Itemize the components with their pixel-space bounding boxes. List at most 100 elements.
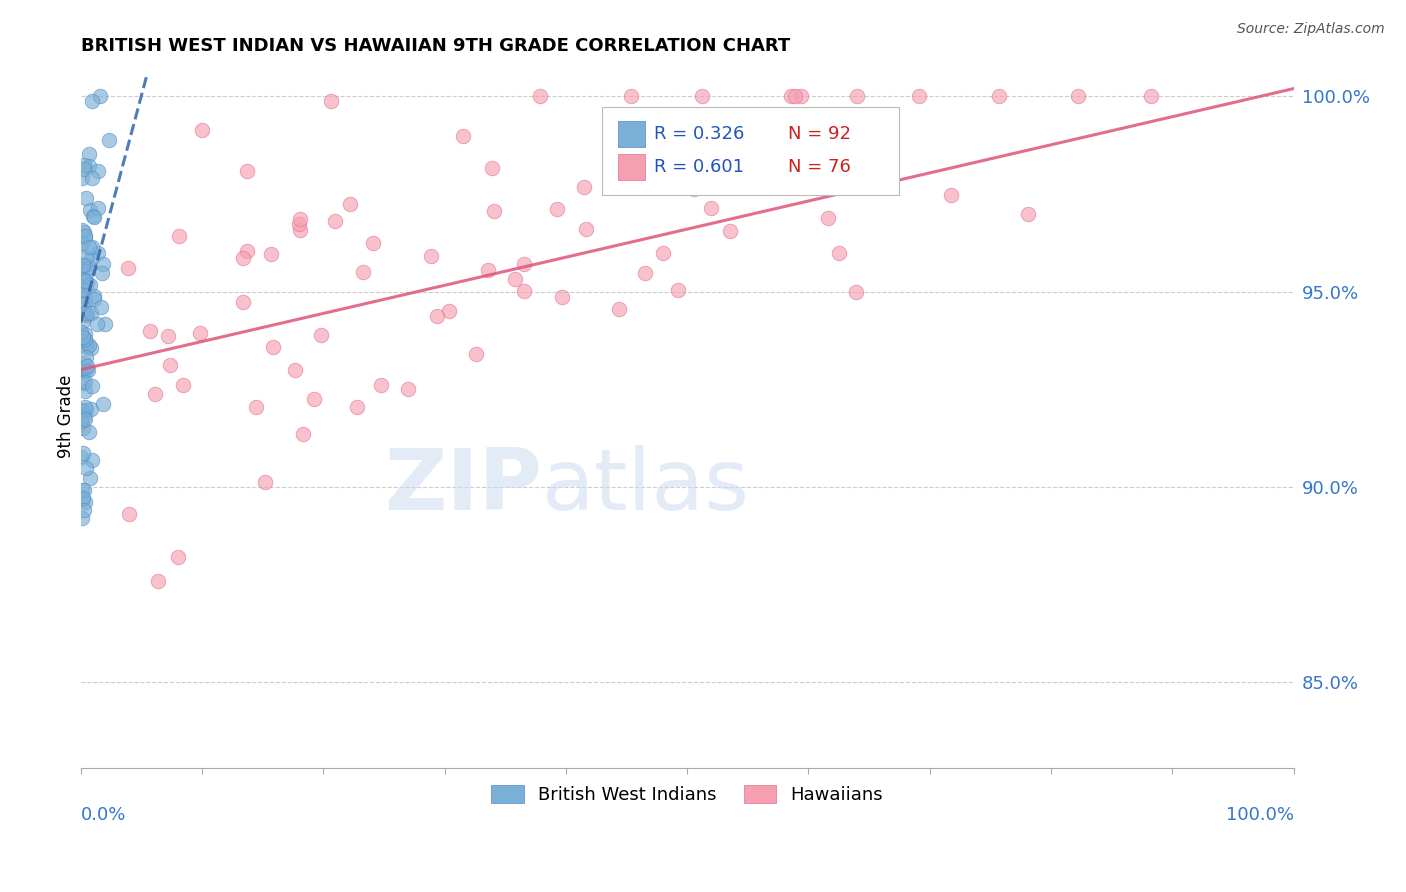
Point <box>138 324 160 338</box>
Point <box>72 403 94 417</box>
Point <box>607 302 630 317</box>
Point <box>73 375 96 389</box>
Point <box>79 202 101 217</box>
Point <box>146 574 169 588</box>
Point <box>72 259 94 273</box>
Point <box>718 224 741 238</box>
Point <box>73 229 96 244</box>
Point <box>790 89 813 103</box>
Point <box>76 340 98 354</box>
Point <box>83 292 105 306</box>
Text: R = 0.326: R = 0.326 <box>654 125 745 143</box>
Point <box>87 164 110 178</box>
Point <box>75 306 97 320</box>
Point <box>87 246 110 260</box>
Point <box>512 257 534 271</box>
Point <box>420 249 443 263</box>
Point <box>191 123 214 137</box>
Text: 0.0%: 0.0% <box>80 806 127 824</box>
Text: R = 0.601: R = 0.601 <box>654 158 744 176</box>
Point <box>75 400 97 414</box>
Point <box>90 266 112 280</box>
Point <box>70 235 93 250</box>
Text: Source: ZipAtlas.com: Source: ZipAtlas.com <box>1237 22 1385 37</box>
Point <box>80 240 103 254</box>
Point <box>828 245 851 260</box>
Point <box>396 382 419 396</box>
Point <box>118 507 141 521</box>
Point <box>73 273 96 287</box>
Point <box>75 350 97 364</box>
Point <box>620 89 643 103</box>
Text: BRITISH WEST INDIAN VS HAWAIIAN 9TH GRADE CORRELATION CHART: BRITISH WEST INDIAN VS HAWAIIAN 9TH GRAD… <box>80 37 790 55</box>
Point <box>634 266 657 280</box>
Point <box>73 332 96 346</box>
Point <box>339 196 361 211</box>
Point <box>73 503 96 517</box>
Point <box>232 251 254 265</box>
Point <box>813 133 835 147</box>
Point <box>166 549 188 564</box>
Text: ZIP: ZIP <box>384 445 541 528</box>
Point <box>117 261 139 276</box>
Point <box>75 250 97 264</box>
Point <box>73 355 96 369</box>
Point <box>323 214 346 228</box>
Point <box>72 334 94 349</box>
Point <box>72 446 94 460</box>
Point <box>437 303 460 318</box>
Point <box>309 328 332 343</box>
Point <box>645 139 668 153</box>
Point <box>73 412 96 426</box>
Point <box>513 284 536 298</box>
Point <box>83 210 105 224</box>
Point <box>77 159 100 173</box>
Point <box>73 158 96 172</box>
Point <box>827 127 849 141</box>
Text: N = 76: N = 76 <box>787 158 851 176</box>
Point <box>79 471 101 485</box>
Point <box>75 461 97 475</box>
Point <box>806 172 828 186</box>
Point <box>172 378 194 392</box>
Point <box>79 252 101 266</box>
Point <box>70 364 93 378</box>
Point <box>939 188 962 202</box>
Point <box>73 162 96 177</box>
Point <box>361 236 384 251</box>
Point <box>82 209 104 223</box>
Point <box>908 89 931 103</box>
Point <box>546 202 568 216</box>
Point <box>236 164 259 178</box>
Point <box>70 483 93 497</box>
Point <box>70 279 93 293</box>
Point <box>70 260 93 275</box>
Point <box>159 358 181 372</box>
Point <box>319 95 342 109</box>
Point <box>190 326 212 340</box>
Point <box>70 511 93 525</box>
Point <box>76 308 98 322</box>
Point <box>72 376 94 390</box>
Point <box>288 217 311 231</box>
Point <box>482 204 505 219</box>
Point <box>845 89 868 103</box>
Point <box>87 201 110 215</box>
Point <box>75 190 97 204</box>
Point <box>76 276 98 290</box>
Point <box>262 340 284 354</box>
Point <box>652 246 675 260</box>
Point <box>232 295 254 310</box>
Point <box>86 317 108 331</box>
Point <box>79 277 101 292</box>
Text: 100.0%: 100.0% <box>1226 806 1294 824</box>
Point <box>90 300 112 314</box>
Point <box>451 129 474 144</box>
Point <box>668 283 690 297</box>
Point <box>464 346 486 360</box>
Point <box>93 397 115 411</box>
Point <box>75 326 97 341</box>
Point <box>72 364 94 378</box>
Point <box>73 225 96 239</box>
Point <box>72 483 94 497</box>
